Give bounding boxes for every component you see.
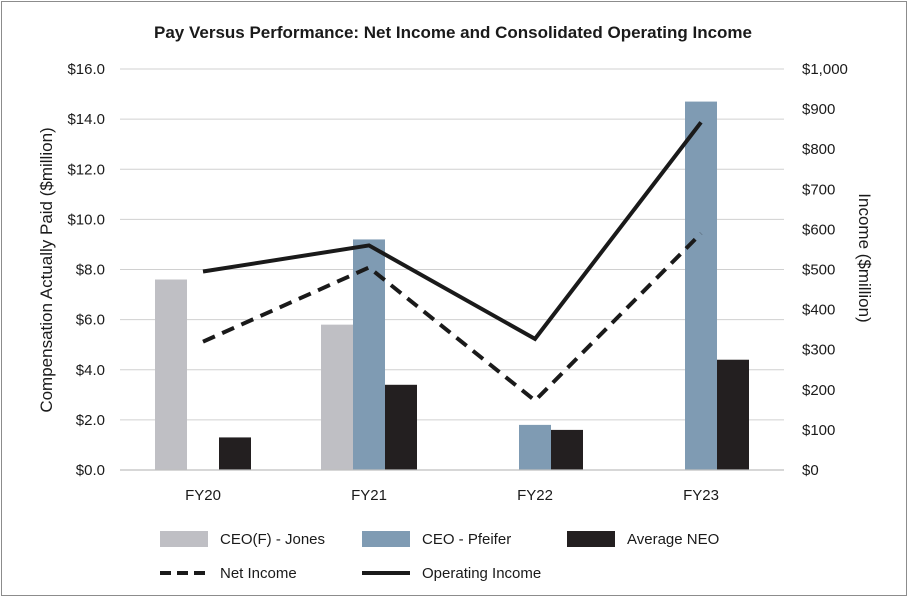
y-tick-label-right: $100: [802, 422, 835, 439]
y-tick-label-right: $900: [802, 101, 835, 118]
bar-average-neo-fy21: [385, 384, 417, 470]
legend-swatch: [362, 531, 410, 547]
gridlines: [120, 68, 784, 421]
bar-ceo-pfeifer-fy23: [685, 101, 717, 471]
line-operating-income: [202, 121, 703, 342]
legend-label: Operating Income: [422, 565, 541, 582]
y-axis-label-left: Compensation Actually Paid ($million): [37, 127, 56, 412]
legend-label: Net Income: [220, 565, 297, 582]
y-tick-label-left: $16.0: [67, 61, 105, 78]
y-tick-label-left: $0.0: [76, 462, 105, 479]
legend-label: CEO(F) - Jones: [220, 531, 325, 548]
x-tick-label: FY23: [683, 487, 719, 504]
bar-average-neo-fy22: [551, 429, 583, 470]
legend-label: CEO - Pfeifer: [422, 531, 511, 548]
y-tick-label-left: $8.0: [76, 262, 105, 279]
y-tick-label-left: $14.0: [67, 111, 105, 128]
y-tick-label-left: $4.0: [76, 362, 105, 379]
legend-swatch: [567, 531, 615, 547]
x-tick-label: FY22: [517, 487, 553, 504]
bar-ceo-pfeifer-fy22: [519, 424, 551, 470]
legend-label: Average NEO: [627, 531, 719, 548]
x-tick-label: FY20: [185, 487, 221, 504]
y-tick-label-left: $2.0: [76, 412, 105, 429]
y-tick-label-left: $10.0: [67, 211, 105, 228]
y-tick-label-right: $500: [802, 262, 835, 279]
bars: [155, 101, 749, 471]
y-axis-label-right: Income ($million): [855, 193, 874, 322]
x-tick-label: FY21: [351, 487, 387, 504]
y-tick-label-right: $600: [802, 221, 835, 238]
y-tick-label-right: $400: [802, 302, 835, 319]
chart-title: Pay Versus Performance: Net Income and C…: [154, 23, 752, 42]
y-tick-label-right: $1,000: [802, 61, 848, 78]
bar-average-neo-fy20: [219, 437, 251, 470]
y-tick-label-right: $0: [802, 462, 819, 479]
y-tick-label-left: $6.0: [76, 312, 105, 329]
y-tick-label-right: $800: [802, 141, 835, 158]
y-tick-label-right: $200: [802, 382, 835, 399]
bar-average-neo-fy23: [717, 359, 749, 470]
bar-ceo-f-jones-fy21: [321, 324, 353, 470]
bar-ceo-f-jones-fy20: [155, 279, 187, 470]
axes: $0.0 $2.0 $4.0 $6.0 $8.0 $10.0 $12.0 $14.0 $16.0…: [67, 61, 847, 504]
lines: [202, 121, 703, 404]
line-net-income: [202, 232, 703, 404]
y-tick-label-right: $300: [802, 342, 835, 359]
y-tick-label-right: $700: [802, 181, 835, 198]
legend-swatch: [160, 531, 208, 547]
legend: CEO(F) - Jones CEO - Pfeifer Average NEO Ne…: [160, 531, 719, 582]
y-tick-label-left: $12.0: [67, 161, 105, 178]
